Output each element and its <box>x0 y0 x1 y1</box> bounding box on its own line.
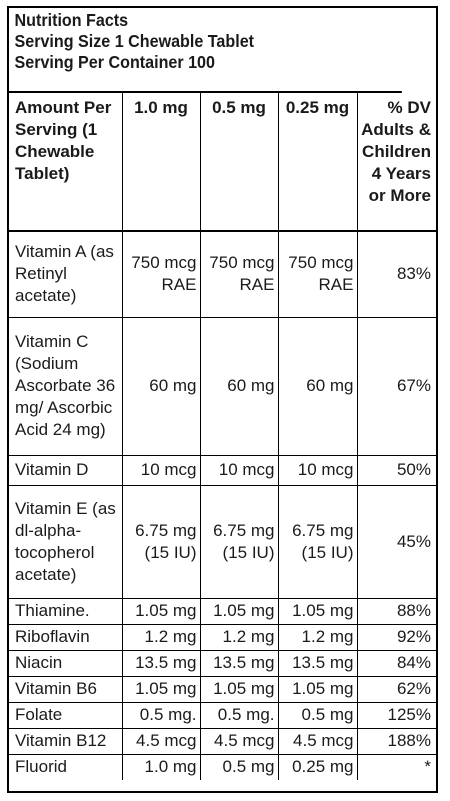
table-row: Vitamin E (as dl-alpha-tocopherol acetat… <box>9 484 436 599</box>
nutrient-name: Thiamine. <box>9 597 123 625</box>
amount-col1: 6.75 mg (15 IU) <box>121 484 201 599</box>
amount-col2: 6.75 mg (15 IU) <box>199 484 279 599</box>
nutrient-name: Vitamin E (as dl-alpha-tocopherol acetat… <box>9 484 123 599</box>
column-header-col3: 0.25 mg <box>277 93 358 232</box>
nutrient-name: Riboflavin <box>9 623 123 651</box>
amount-col1: 750 mcg RAE <box>121 230 201 318</box>
daily-value: 67% <box>356 316 436 456</box>
nutrient-name: Vitamin B6 <box>9 675 123 703</box>
nutrient-name: Vitamin B12 <box>9 727 123 755</box>
daily-value: 92% <box>356 623 436 651</box>
amount-col1: 0.5 mg. <box>121 701 201 729</box>
amount-col2: 750 mcg RAE <box>199 230 279 318</box>
table-row: Folate 0.5 mg. 0.5 mg. 0.5 mg 125% <box>9 701 436 729</box>
nutrition-facts-panel: Nutrition Facts Serving Size 1 Chewable … <box>7 6 438 793</box>
daily-value: 125% <box>356 701 436 729</box>
amount-col2: 0.5 mg <box>199 753 279 780</box>
amount-col2: 4.5 mcg <box>199 727 279 755</box>
column-header-dv: % DV Adults & Children 4 Years or More <box>356 93 436 232</box>
amount-col3: 4.5 mcg <box>277 727 358 755</box>
amount-col3: 0.5 mg <box>277 701 358 729</box>
amount-col3: 1.2 mg <box>277 623 358 651</box>
daily-value: 83% <box>356 230 436 318</box>
amount-col1: 1.05 mg <box>121 597 201 625</box>
servings-per-container: Serving Per Container 100 <box>14 52 215 72</box>
nutrient-table: Amount Per Serving (1 Chewable Tablet) 1… <box>9 93 436 780</box>
amount-col3: 60 mg <box>277 316 358 456</box>
table-row: Niacin 13.5 mg 13.5 mg 13.5 mg 84% <box>9 649 436 677</box>
column-header-col2: 0.5 mg <box>199 93 279 232</box>
amount-col2: 1.05 mg <box>199 675 279 703</box>
nutrient-name: Vitamin A (as Retinyl acetate) <box>9 230 123 318</box>
table-row: Vitamin B6 1.05 mg 1.05 mg 1.05 mg 62% <box>9 675 436 703</box>
amount-col2: 10 mcg <box>199 454 279 486</box>
amount-col3: 10 mcg <box>277 454 358 486</box>
amount-col3: 0.25 mg <box>277 753 358 780</box>
table-row: Riboflavin 1.2 mg 1.2 mg 1.2 mg 92% <box>9 623 436 651</box>
daily-value: 62% <box>356 675 436 703</box>
serving-size: Serving Size 1 Chewable Tablet <box>14 31 255 51</box>
nutrient-name: Fluorid <box>9 753 123 780</box>
amount-col2: 1.05 mg <box>199 597 279 625</box>
facts-header: Nutrition Facts Serving Size 1 Chewable … <box>9 8 402 93</box>
daily-value: 45% <box>356 484 436 599</box>
amount-col1: 4.5 mcg <box>121 727 201 755</box>
facts-title: Nutrition Facts <box>14 10 129 30</box>
amount-col2: 1.2 mg <box>199 623 279 651</box>
amount-col3: 1.05 mg <box>277 675 358 703</box>
amount-col3: 1.05 mg <box>277 597 358 625</box>
amount-col1: 60 mg <box>121 316 201 456</box>
amount-col1: 1.05 mg <box>121 675 201 703</box>
daily-value: 188% <box>356 727 436 755</box>
nutrient-name: Folate <box>9 701 123 729</box>
amount-col1: 10 mcg <box>121 454 201 486</box>
amount-col1: 1.2 mg <box>121 623 201 651</box>
daily-value: * <box>356 753 436 780</box>
column-header-col1: 1.0 mg <box>121 93 201 232</box>
table-row: Vitamin D 10 mcg 10 mcg 10 mcg 50% <box>9 454 436 486</box>
amount-col3: 750 mcg RAE <box>277 230 358 318</box>
table-row: Vitamin B12 4.5 mcg 4.5 mcg 4.5 mcg 188% <box>9 727 436 755</box>
column-header-amount: Amount Per Serving (1 Chewable Tablet) <box>9 93 123 232</box>
column-header-row: Amount Per Serving (1 Chewable Tablet) 1… <box>9 93 436 232</box>
table-row: Fluorid 1.0 mg 0.5 mg 0.25 mg * <box>9 753 436 780</box>
nutrient-name: Niacin <box>9 649 123 677</box>
table-row: Vitamin C (Sodium Ascorbate 36 mg/ Ascor… <box>9 316 436 456</box>
nutrient-name: Vitamin D <box>9 454 123 486</box>
nutrient-name: Vitamin C (Sodium Ascorbate 36 mg/ Ascor… <box>9 316 123 456</box>
amount-col3: 13.5 mg <box>277 649 358 677</box>
daily-value: 88% <box>356 597 436 625</box>
daily-value: 50% <box>356 454 436 486</box>
amount-col1: 13.5 mg <box>121 649 201 677</box>
amount-col1: 1.0 mg <box>121 753 201 780</box>
table-row: Vitamin A (as Retinyl acetate) 750 mcg R… <box>9 230 436 318</box>
amount-col2: 60 mg <box>199 316 279 456</box>
daily-value: 84% <box>356 649 436 677</box>
table-row: Thiamine. 1.05 mg 1.05 mg 1.05 mg 88% <box>9 597 436 625</box>
amount-col2: 0.5 mg. <box>199 701 279 729</box>
amount-col3: 6.75 mg (15 IU) <box>277 484 358 599</box>
amount-col2: 13.5 mg <box>199 649 279 677</box>
